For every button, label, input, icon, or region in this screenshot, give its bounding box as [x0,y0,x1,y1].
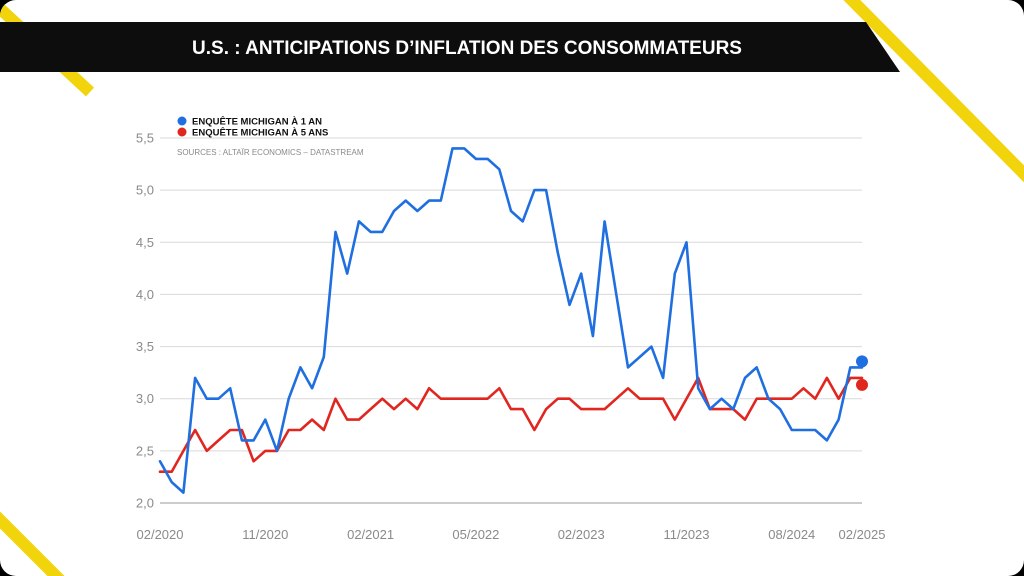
x-tick-label: 02/2023 [558,527,605,542]
accent-stripe-top-right [843,0,1024,183]
legend-marker-5ans [177,127,187,137]
series-line-5ans [158,376,864,474]
latest-point-5ans [856,378,868,391]
source-note: SOURCES : ALTAÏR ECONOMICS – DATASTREAM [177,148,364,157]
x-tick-label: 11/2020 [242,527,288,542]
y-tick-label: 5,0 [136,183,154,198]
series-lines [158,147,868,494]
y-tick-label: 4,0 [136,287,154,302]
x-tick-label: 11/2023 [663,527,709,542]
y-tick-label: 3,5 [136,339,154,354]
x-tick-label: 02/2020 [137,527,184,542]
chart-title: U.S. : ANTICIPATIONS D’INFLATION DES CON… [192,38,742,59]
y-tick-label: 4,5 [136,235,154,250]
x-tick-label: 02/2021 [347,527,394,542]
legend-label-1an: ENQUÊTE MICHIGAN À 1 AN [192,116,322,128]
x-tick-label: 05/2022 [452,527,499,542]
y-tick-label: 3,0 [136,391,154,406]
y-axis-ticks: 2,0 2,5 3,0 3,5 4,0 4,5 5,0 5,5 [136,131,154,511]
legend-label-5ans: ENQUÊTE MICHIGAN À 5 ANS [192,127,328,139]
grid-lines [160,137,862,504]
accent-stripe-bottom-left [0,511,65,576]
y-tick-label: 2,5 [136,443,154,458]
x-tick-label: 08/2024 [768,527,815,542]
series-line-1an [158,147,864,494]
y-tick-label: 5,5 [136,131,154,146]
legend-marker-1an [177,116,187,126]
y-tick-label: 2,0 [136,496,154,511]
title-band [0,22,900,72]
x-axis-ticks: 02/2020 11/2020 02/2021 05/2022 02/2023 11/20… [137,527,886,542]
latest-point-1an [856,355,868,368]
x-tick-label: 02/2025 [839,527,886,542]
legend: ENQUÊTE MICHIGAN À 1 AN ENQUÊTE MICHIGAN… [177,116,364,158]
